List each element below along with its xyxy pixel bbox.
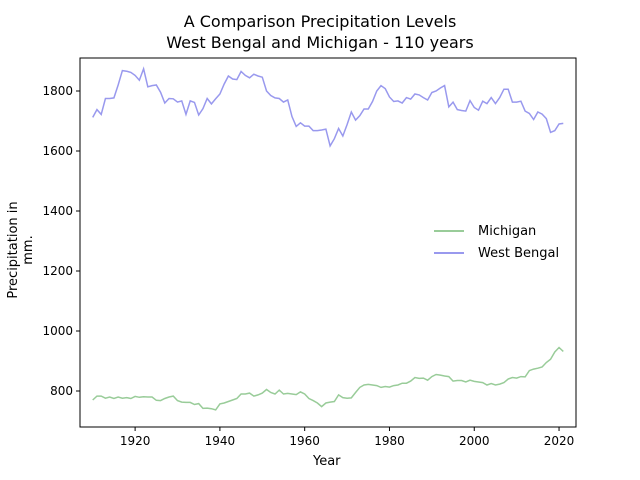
x-tick-label: 2020 (544, 434, 575, 448)
y-tick-label: 1000 (42, 324, 73, 338)
legend-item-west-bengal: West Bengal (434, 242, 559, 264)
series-line-michigan (92, 346, 564, 411)
legend-label-west-bengal: West Bengal (478, 245, 560, 261)
series-line-west-bengal (92, 66, 564, 148)
x-axis-label: Year (313, 454, 341, 469)
x-tick-label: 2000 (459, 434, 490, 448)
legend-item-michigan: Michigan (434, 220, 559, 242)
x-axis-ticks: 1920 1940 1960 1980 2000 2020 (120, 427, 574, 448)
y-tick-label: 800 (50, 384, 73, 398)
chart-subtitle: West Bengal and Michigan - 110 years (166, 33, 474, 52)
y-axis-ticks: 800 1000 1200 1400 1600 1800 (42, 84, 80, 398)
x-tick-label: 1940 (205, 434, 236, 448)
y-axis-label: Precipitation in mm. (6, 201, 36, 299)
y-tick-label: 1200 (42, 264, 73, 278)
x-tick-label: 1920 (120, 434, 151, 448)
legend-swatch-michigan (434, 230, 464, 232)
plot-frame (79, 57, 577, 428)
x-tick-label: 1980 (374, 434, 405, 448)
legend-swatch-west-bengal (434, 252, 464, 254)
y-tick-label: 1600 (42, 144, 73, 158)
legend-label-michigan: Michigan (478, 223, 537, 239)
series-layer (92, 66, 564, 411)
chart-title: A Comparison Precipitation Levels (183, 12, 457, 31)
y-tick-label: 1400 (42, 204, 73, 218)
legend: Michigan West Bengal (434, 220, 559, 264)
x-tick-label: 1960 (289, 434, 320, 448)
y-tick-label: 1800 (42, 84, 73, 98)
